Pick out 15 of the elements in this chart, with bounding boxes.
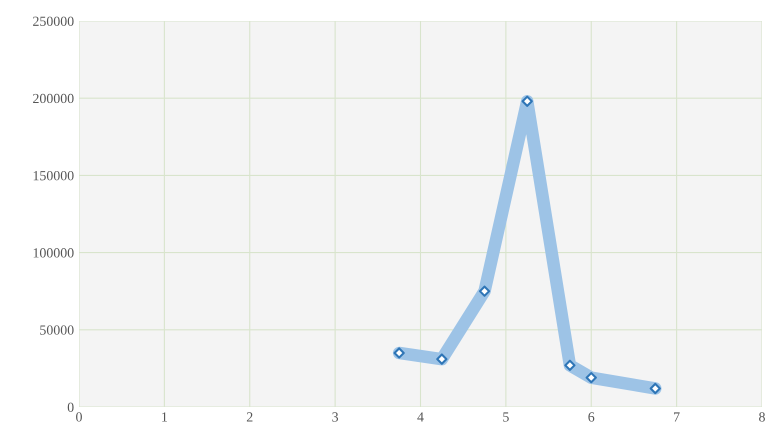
y-tick-label: 50000: [40, 325, 74, 335]
x-tick-label: 3: [332, 412, 338, 422]
y-tick-label: 200000: [33, 94, 74, 104]
x-tick-label: 7: [674, 412, 680, 422]
y-tick-label: 0: [68, 402, 74, 412]
x-tick-label: 5: [503, 412, 509, 422]
x-tick-label: 4: [417, 412, 424, 422]
x-tick-label: 8: [759, 412, 765, 422]
y-tick-label: 150000: [34, 170, 74, 180]
y-tick-label: 100000: [34, 248, 74, 258]
x-tick-label: 2: [246, 412, 252, 422]
x-tick-label: 6: [588, 412, 594, 422]
y-tick-label: 250000: [33, 16, 74, 26]
x-tick-label: 0: [76, 412, 82, 422]
x-tick-label: 1: [162, 412, 168, 422]
